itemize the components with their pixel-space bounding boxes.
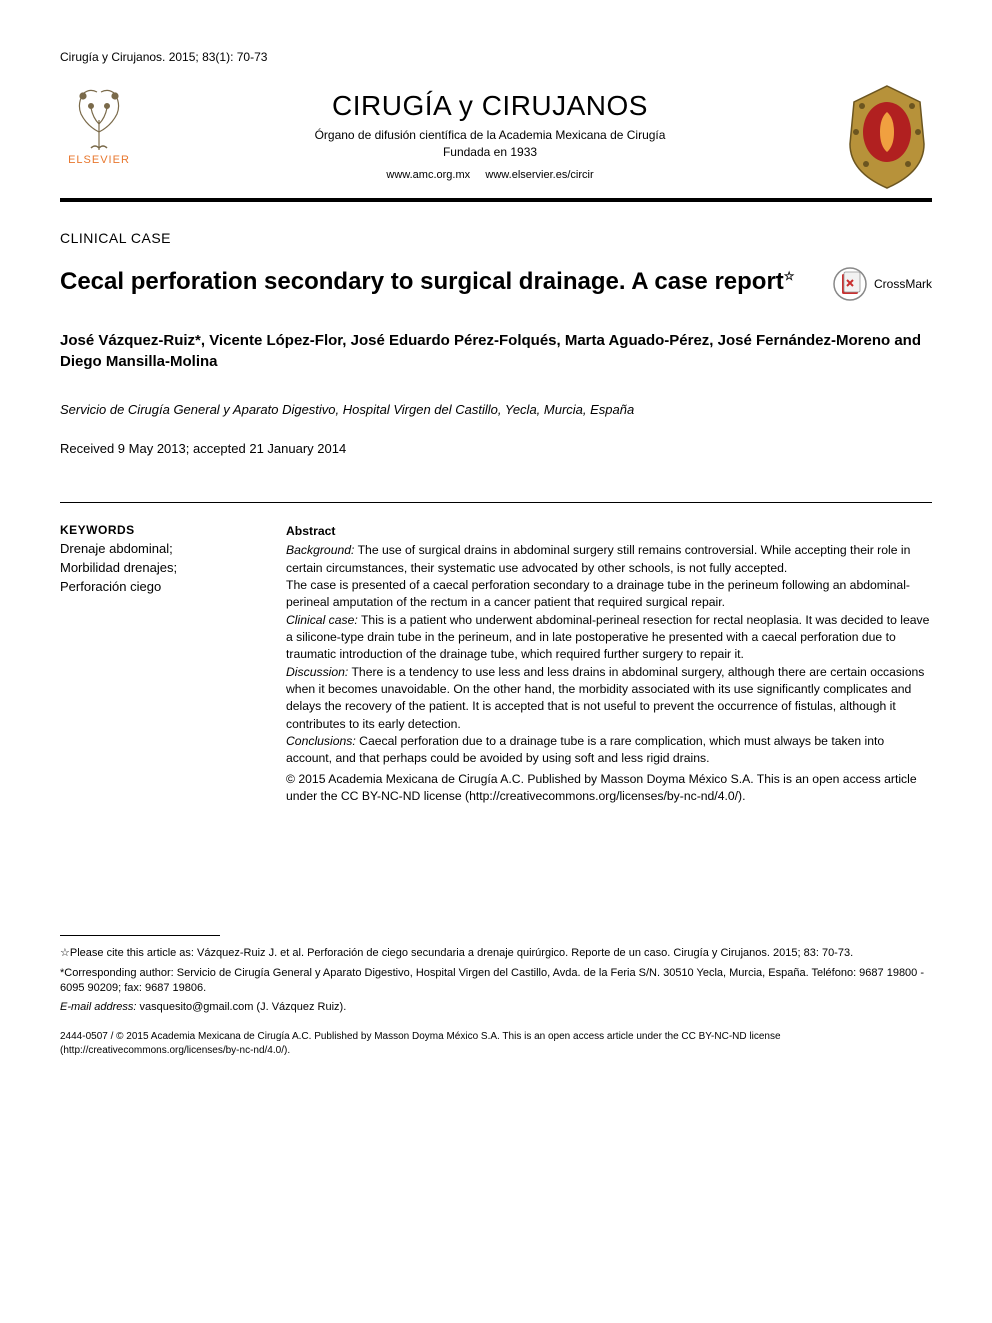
abs-label-discussion: Discussion: — [286, 665, 348, 679]
issn-block: 2444-0507 / © 2015 Academia Mexicana de … — [60, 1030, 932, 1058]
footnote-cite-text: Please cite this article as: Vázquez-Rui… — [70, 947, 853, 959]
journal-title: CIRUGÍA y CIRUJANOS — [158, 90, 822, 122]
dates: Received 9 May 2013; accepted 21 January… — [60, 441, 932, 456]
journal-founded: Fundada en 1933 — [158, 145, 822, 159]
academy-logo-icon — [842, 82, 932, 192]
journal-links: www.amc.org.mx www.elservier.es/circir — [158, 169, 822, 181]
footnote-corresponding: *Corresponding author: Servicio de Cirug… — [60, 966, 932, 997]
abs-label-conclusions: Conclusions: — [286, 734, 356, 748]
keywords-head: KEYWORDS — [60, 523, 240, 537]
abstract-divider-top — [60, 502, 932, 503]
abstract-column: Abstract Background: The use of surgical… — [286, 523, 932, 805]
section-label: CLINICAL CASE — [60, 230, 932, 246]
journal-header: ELSEVIER CIRUGÍA y CIRUJANOS Órgano de d… — [60, 82, 932, 192]
footnote-email-label: E-mail address: — [60, 1001, 136, 1013]
title-footnote-star: ☆ — [784, 269, 795, 283]
article-title: Cecal perforation secondary to surgical … — [60, 266, 808, 297]
header-divider — [60, 198, 932, 202]
elsevier-logo: ELSEVIER — [60, 82, 138, 166]
footnote-rule — [60, 935, 220, 936]
keyword-item: Perforación ciego — [60, 578, 240, 597]
crossmark-label: CrossMark — [874, 277, 932, 291]
abs-label-background: Background: — [286, 543, 354, 557]
article-title-text: Cecal perforation secondary to surgical … — [60, 268, 784, 295]
authors: José Vázquez-Ruiz*, Vicente López-Flor, … — [60, 330, 932, 372]
abstract-block: KEYWORDS Drenaje abdominal; Morbilidad d… — [60, 523, 932, 805]
crossmark-icon — [832, 266, 868, 302]
abs-text-background: The use of surgical drains in abdominal … — [286, 543, 910, 574]
affiliation: Servicio de Cirugía General y Aparato Di… — [60, 402, 932, 417]
footnote-email: E-mail address: vasquesito@gmail.com (J.… — [60, 1000, 932, 1015]
journal-info: CIRUGÍA y CIRUJANOS Órgano de difusión c… — [158, 82, 822, 181]
abstract-case: Clinical case: This is a patient who und… — [286, 612, 932, 664]
abs-text-case: This is a patient who underwent abdomina… — [286, 613, 929, 662]
abs-text-conclusions: Caecal perforation due to a drainage tub… — [286, 734, 884, 765]
abstract-conclusions: Conclusions: Caecal perforation due to a… — [286, 733, 932, 768]
title-row: Cecal perforation secondary to surgical … — [60, 266, 932, 302]
abstract-head: Abstract — [286, 523, 932, 540]
journal-subtitle: Órgano de difusión científica de la Acad… — [158, 128, 822, 142]
abstract-discussion: Discussion: There is a tendency to use l… — [286, 664, 932, 733]
keyword-item: Drenaje abdominal; — [60, 540, 240, 559]
elsevier-tree-icon — [69, 82, 129, 152]
abs-label-case: Clinical case: — [286, 613, 358, 627]
crossmark-badge[interactable]: CrossMark — [832, 266, 932, 302]
journal-link-1[interactable]: www.amc.org.mx — [386, 169, 470, 181]
abstract-copyright: © 2015 Academia Mexicana de Cirugía A.C.… — [286, 771, 932, 806]
footnote-cite: ☆Please cite this article as: Vázquez-Ru… — [60, 946, 932, 961]
elsevier-name: ELSEVIER — [68, 154, 130, 166]
abstract-background-2: The case is presented of a caecal perfor… — [286, 577, 932, 612]
footnote-email-value: vasquesito@gmail.com (J. Vázquez Ruiz). — [136, 1001, 346, 1013]
journal-link-2[interactable]: www.elservier.es/circir — [485, 169, 593, 181]
keywords-column: KEYWORDS Drenaje abdominal; Morbilidad d… — [60, 523, 240, 805]
abstract-background: Background: The use of surgical drains i… — [286, 542, 932, 577]
keyword-item: Morbilidad drenajes; — [60, 559, 240, 578]
citation-line: Cirugía y Cirujanos. 2015; 83(1): 70-73 — [60, 50, 932, 64]
footnote-star: ☆ — [60, 947, 70, 959]
abs-text-discussion: There is a tendency to use less and less… — [286, 665, 924, 731]
